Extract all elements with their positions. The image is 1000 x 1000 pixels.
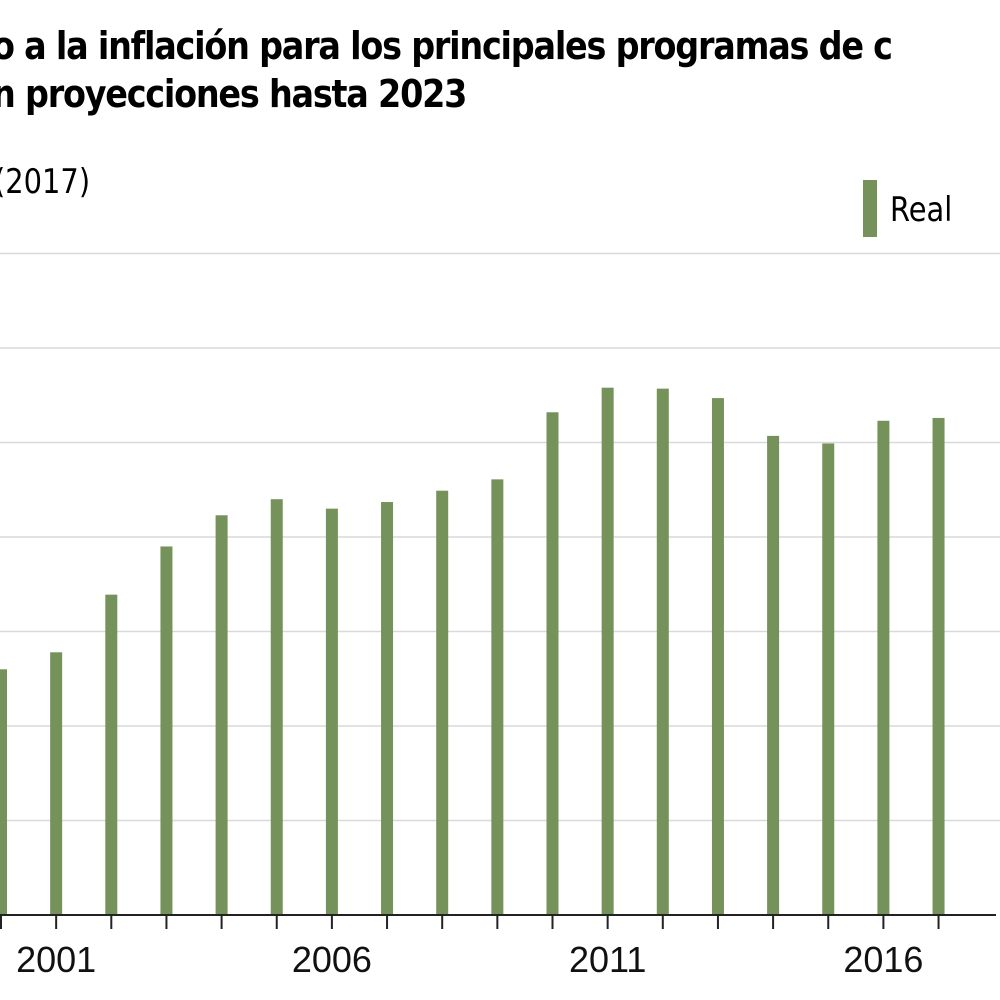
bar-2009: [491, 479, 504, 915]
chart-title-line-1: o a la inflación para los principales pr…: [0, 24, 893, 68]
x-tick-label-2011: 2011: [569, 939, 646, 980]
x-tick-label-2001: 2001: [16, 939, 96, 980]
chart-title-line-2: n proyecciones hasta 2023: [0, 72, 467, 116]
bar-2014: [767, 435, 780, 915]
bar-2007: [381, 502, 394, 915]
bar-2001: [50, 652, 63, 915]
legend-label-real: Real: [890, 189, 953, 230]
bar-2002: [105, 594, 118, 915]
bar-2017: [932, 417, 945, 915]
x-axis-ticks: [0, 915, 940, 929]
bar-2008: [436, 490, 449, 915]
bar-2000: [0, 669, 7, 915]
bar-2012: [656, 388, 669, 915]
legend-swatch-real: [863, 180, 877, 237]
bar-2013: [711, 398, 724, 916]
bar-2016: [877, 420, 890, 915]
legend: Real: [863, 180, 963, 237]
bar-2006: [325, 508, 338, 915]
bar-2003: [160, 546, 173, 915]
chart-title: o a la inflación para los principales pr…: [0, 22, 893, 118]
bar-2004: [215, 515, 228, 915]
x-tick-label-2006: 2006: [292, 939, 372, 980]
bar-2011: [601, 387, 614, 915]
bar-2005: [270, 499, 283, 915]
x-axis-tick-labels: 2001 2006 2011 2016: [16, 939, 923, 980]
x-tick-label-2016: 2016: [843, 939, 923, 980]
bar-2015: [822, 443, 835, 915]
chart-subtitle: (2017): [0, 162, 91, 202]
bar-2010: [546, 412, 559, 915]
bars: [0, 387, 945, 916]
